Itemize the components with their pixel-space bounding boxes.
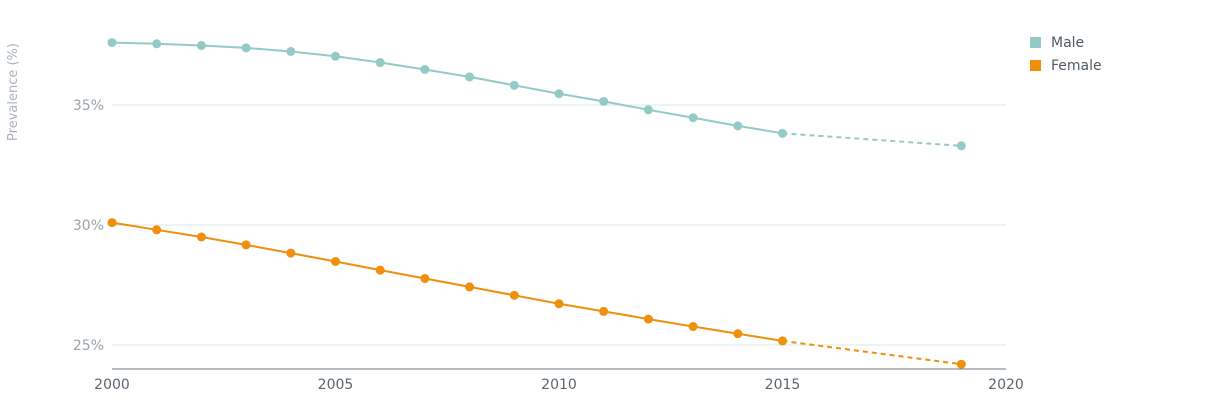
y-axis-label: Prevalence (%) [6, 43, 21, 141]
projection-line-male [782, 132, 962, 147]
data-point-male[interactable] [599, 96, 609, 106]
data-point-male[interactable] [554, 89, 564, 99]
projected-point-female[interactable] [956, 359, 966, 369]
legend-swatch-male [1030, 37, 1041, 48]
data-point-female[interactable] [286, 248, 296, 258]
x-tick-label: 2020 [988, 377, 1024, 393]
legend-item-male[interactable]: Male [1030, 31, 1102, 54]
y-tick-label: 30% [73, 218, 104, 234]
data-point-male[interactable] [509, 80, 519, 90]
x-axis-ticks: 2000 2005 2010 2015 2020 [94, 377, 1024, 393]
legend-swatch-female [1030, 60, 1041, 71]
data-point-female[interactable] [465, 282, 475, 292]
legend-label-male: Male [1051, 34, 1085, 51]
data-point-female[interactable] [643, 314, 653, 324]
x-tick-label: 2000 [94, 377, 130, 393]
data-point-male[interactable] [286, 46, 296, 56]
data-point-male[interactable] [107, 38, 117, 48]
y-tick-label: 25% [73, 338, 104, 354]
data-point-female[interactable] [733, 329, 743, 339]
x-tick-label: 2010 [541, 377, 577, 393]
data-point-female[interactable] [331, 256, 340, 266]
data-point-female[interactable] [107, 218, 117, 228]
series-line-male [111, 41, 783, 135]
data-point-male[interactable] [420, 64, 430, 74]
data-point-female[interactable] [599, 306, 609, 316]
data-point-male[interactable] [375, 58, 385, 68]
projection-line-female [782, 339, 962, 366]
data-point-male[interactable] [778, 128, 787, 138]
projected-point-male[interactable] [956, 141, 966, 151]
data-point-female[interactable] [778, 336, 787, 346]
series-lines [107, 38, 966, 369]
data-point-female[interactable] [688, 322, 698, 332]
x-tick-label: 2005 [318, 377, 354, 393]
series-line-female [111, 221, 783, 342]
x-tick-label: 2015 [765, 377, 801, 393]
data-point-male[interactable] [688, 113, 698, 123]
data-point-female[interactable] [554, 299, 564, 309]
data-point-female[interactable] [241, 240, 251, 250]
y-axis-ticks: 25% 30% 35% [73, 98, 104, 354]
data-point-female[interactable] [509, 290, 519, 300]
data-point-female[interactable] [152, 225, 162, 235]
gridlines [112, 104, 1006, 346]
legend-label-female: Female [1051, 57, 1102, 74]
y-tick-label: 35% [73, 98, 104, 114]
legend: Male Female [1030, 31, 1102, 77]
data-point-male[interactable] [196, 40, 206, 50]
data-point-female[interactable] [420, 274, 430, 284]
data-point-male[interactable] [152, 39, 162, 49]
legend-item-female[interactable]: Female [1030, 54, 1102, 77]
data-point-male[interactable] [331, 51, 340, 61]
data-point-male[interactable] [241, 43, 251, 53]
data-point-male[interactable] [733, 121, 743, 131]
data-point-male[interactable] [465, 72, 475, 82]
data-point-female[interactable] [375, 265, 385, 275]
data-point-male[interactable] [643, 105, 653, 115]
data-point-female[interactable] [196, 232, 206, 242]
